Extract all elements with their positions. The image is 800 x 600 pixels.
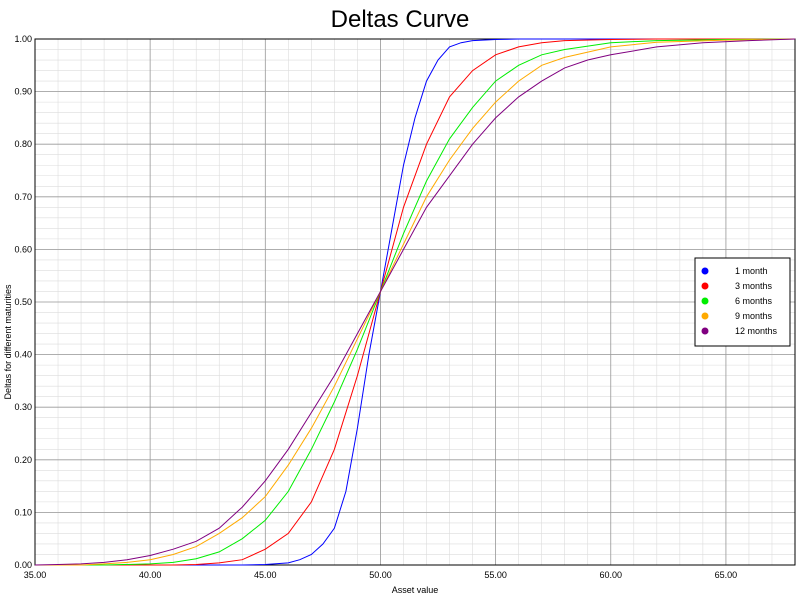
legend-marker [701,312,709,320]
x-tick-label: 65.00 [715,570,738,580]
legend-label: 9 months [735,311,773,321]
legend-label: 3 months [735,281,773,291]
series-line [34,38,796,566]
x-tick-label: 55.00 [484,570,507,580]
series-line [35,38,795,566]
y-tick-label: 0.10 [14,507,32,517]
y-tick-label: 0.50 [14,297,32,307]
y-tick-label: 0.40 [14,350,32,360]
legend-label: 6 months [735,296,773,306]
x-tick-label: 45.00 [254,570,277,580]
y-axis: 0.00 0.10 0.20 0.30 0.40 0.50 0.60 0.70 0.80 0.90… [14,34,32,570]
y-tick-label: 0.70 [14,192,32,202]
x-tick-label: 60.00 [599,570,622,580]
legend-label: 1 month [735,266,768,276]
y-tick-label: 0.90 [14,87,32,97]
y-tick-label: 0.80 [14,139,32,149]
x-tick-label: 35.00 [24,570,47,580]
y-tick-label: 0.00 [14,560,32,570]
legend: 1 month 3 months 6 months 9 months 12 months [694,257,791,347]
y-tick-label: 1.00 [14,34,32,44]
series-line [35,38,795,566]
y-axis-label: Deltas for different maturities [3,284,13,399]
y-tick-label: 0.20 [14,455,32,465]
y-tick-label: 0.30 [14,402,32,412]
x-axis: 35.00 40.00 45.00 50.00 55.00 60.00 65.00 [24,570,737,580]
plot-area [34,38,796,566]
x-axis-label: Asset value [392,585,439,595]
y-tick-label: 0.60 [14,244,32,254]
series-line [35,38,796,566]
legend-marker [701,297,709,305]
legend-marker [701,282,709,290]
series-lines [34,38,796,566]
x-tick-label: 40.00 [139,570,162,580]
legend-marker [701,267,709,275]
legend-box [694,257,791,347]
legend-marker [701,327,709,335]
x-tick-label: 50.00 [369,570,392,580]
chart-title: Deltas Curve [330,6,470,33]
legend-label: 12 months [735,326,778,336]
